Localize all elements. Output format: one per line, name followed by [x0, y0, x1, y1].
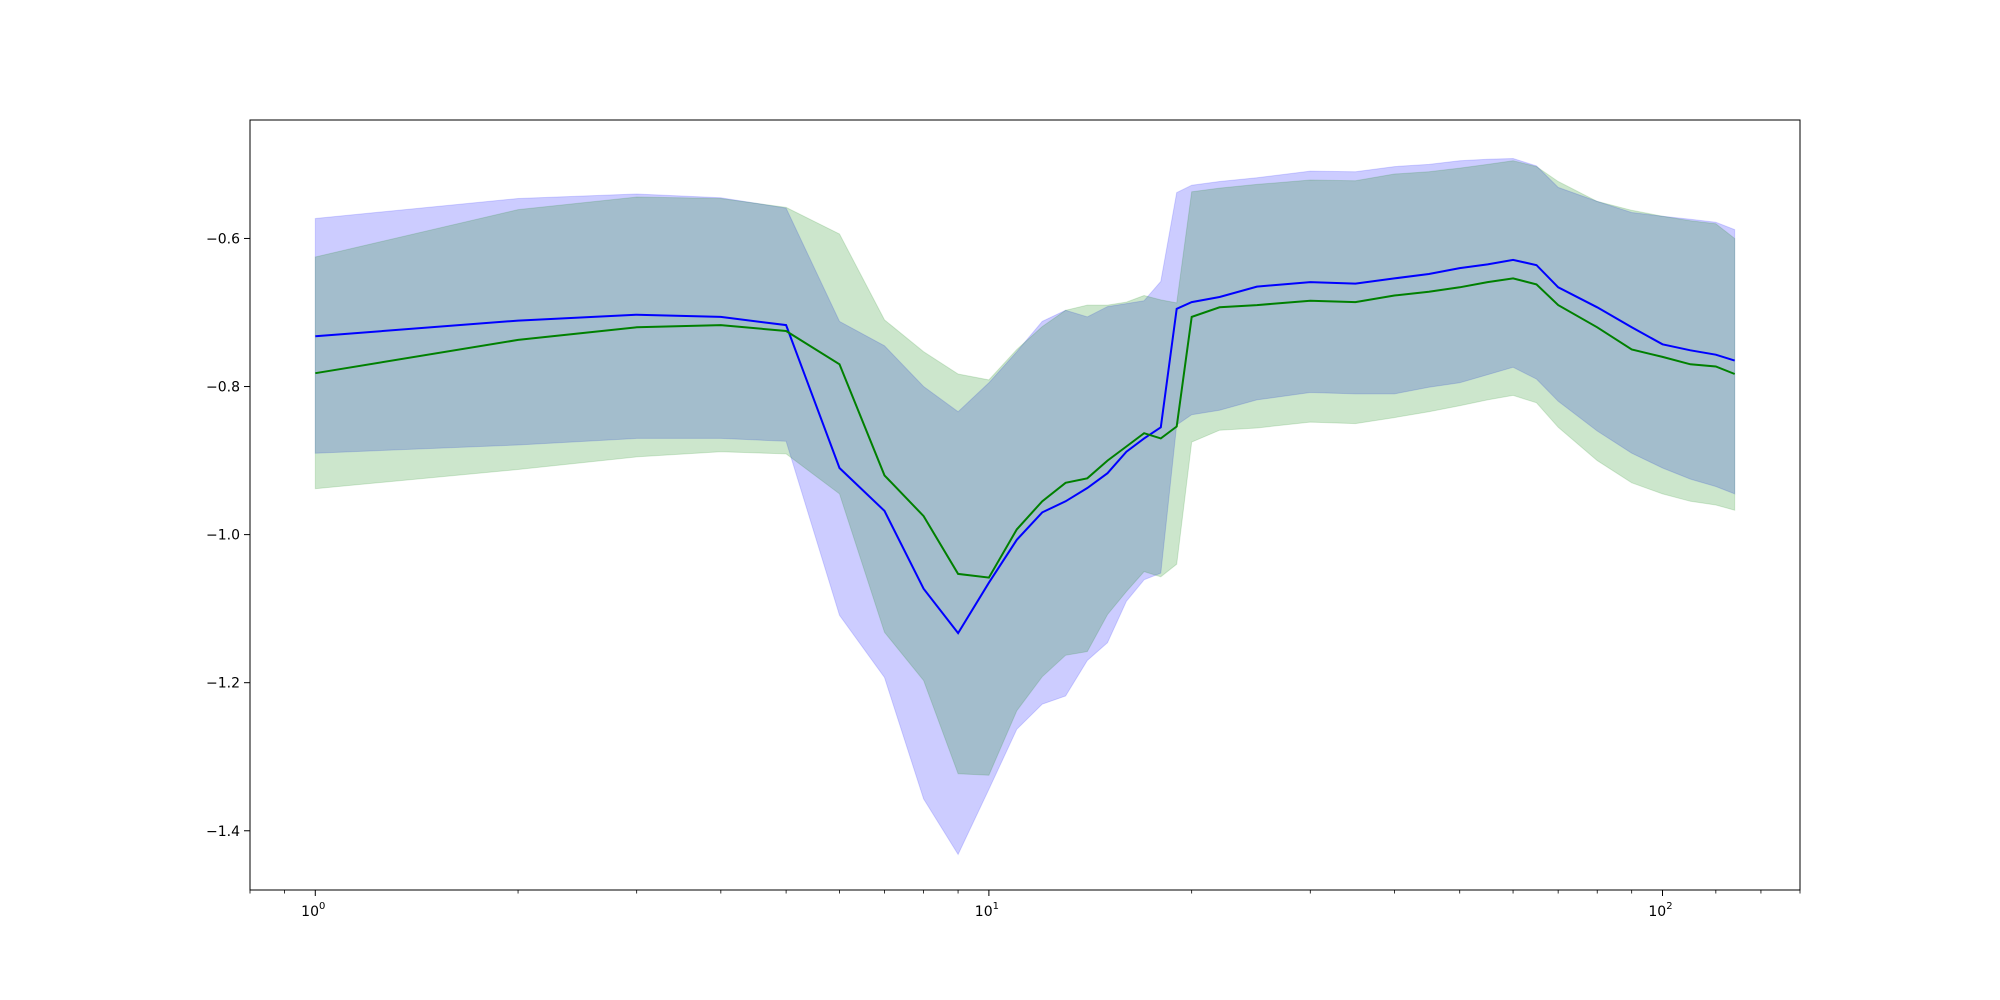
- x-tick-label-base: 10: [1648, 904, 1666, 920]
- y-tick-label: −1.2: [206, 676, 240, 692]
- confidence-bands: [314, 157, 1736, 856]
- x-tick-label: 101: [975, 901, 999, 920]
- series-1-line: [315, 258, 1735, 635]
- series-1-band: [314, 157, 1736, 856]
- series-2-band: [314, 160, 1736, 776]
- series-2-line: [315, 277, 1736, 579]
- x-tick-label-exponent: 1: [993, 901, 999, 912]
- x-tick-label-base: 10: [301, 904, 319, 920]
- x-tick-label-base: 10: [975, 904, 993, 920]
- series-lines: [315, 258, 1736, 635]
- y-tick-label: −1.4: [206, 824, 240, 840]
- y-tick-label: −0.8: [206, 380, 240, 396]
- x-tick-label-exponent: 2: [1666, 901, 1672, 912]
- x-tick-label: 102: [1648, 901, 1672, 920]
- y-tick-label: −0.6: [206, 231, 240, 247]
- x-tick-label-exponent: 0: [319, 901, 325, 912]
- x-axis-ticks: 100 101 102: [249, 890, 1801, 920]
- plot-frame: [249, 119, 1801, 891]
- x-tick-label: 100: [301, 901, 325, 920]
- y-tick-label: −1.0: [206, 528, 240, 544]
- y-axis-ticks: −0.6 −0.8 −1.0 −1.2 −1.4: [206, 231, 250, 840]
